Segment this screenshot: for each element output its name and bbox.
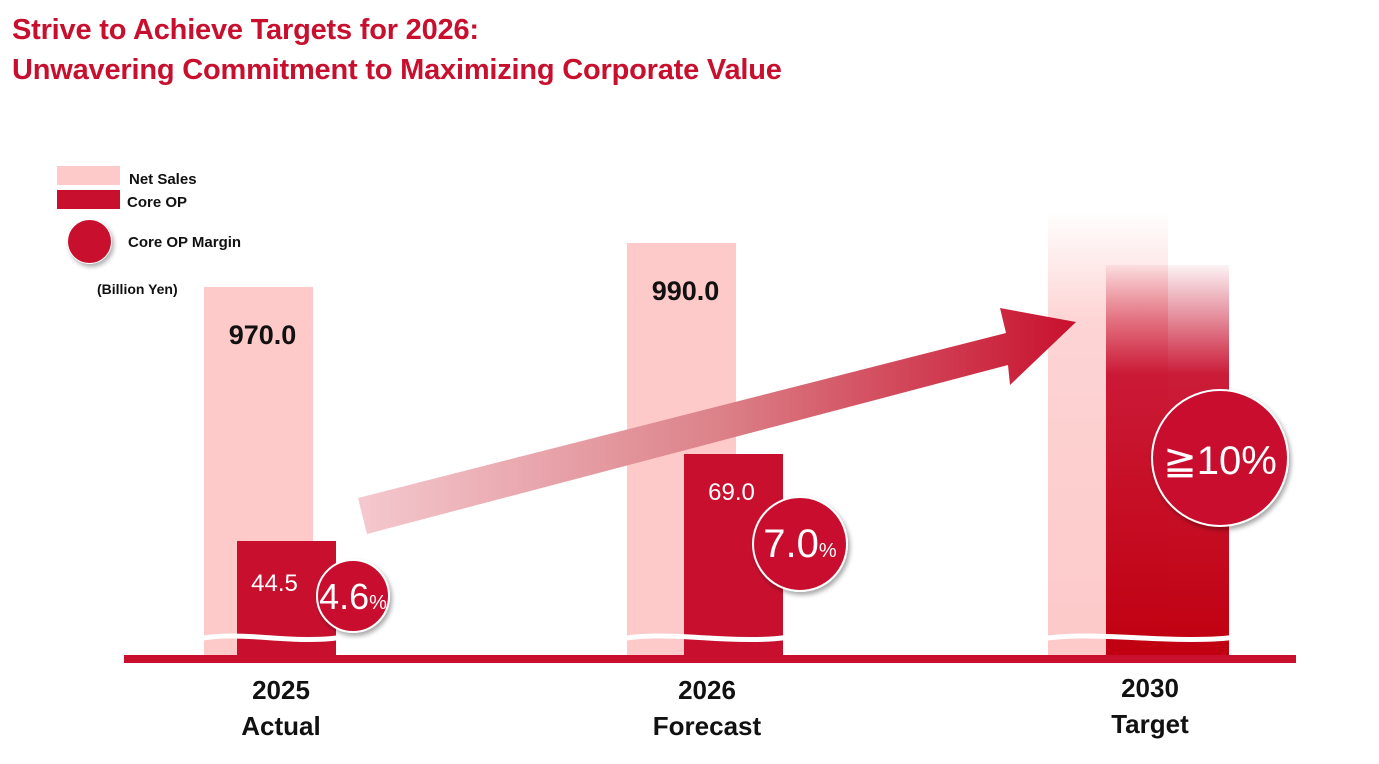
label-margin-2030: ≧10% [1163,439,1277,483]
title-line-2: Unwavering Commitment to Maximizing Corp… [12,54,782,86]
margin-circle-2030 [1151,389,1289,527]
x-tick-status: Forecast [652,711,762,741]
label-margin-2025: 4.6% [319,576,387,617]
label-core-op-2025: 44.5 [251,570,298,597]
unit-label: (Billion Yen) [97,281,178,297]
label-core-op-2026: 69.0 [708,479,755,506]
legend-swatch-net-sales [57,166,120,185]
title-line-1: Strive to Achieve Targets for 2026: [12,14,479,46]
legend-label-core-op-margin: Core OP Margin [128,234,242,251]
x-tick-year: 2026 [678,675,736,705]
x-tick-year: 2030 [1121,673,1179,703]
page-title: Strive to Achieve Targets for 2026: Unwa… [12,10,782,90]
legend-label-core-op: Core OP [127,194,188,211]
x-axis-line [124,655,1296,663]
label-net-sales-2026: 990.0 [652,276,720,306]
axis-break-2025 [200,633,340,643]
legend-label-net-sales: Net Sales [129,171,197,188]
x-tick-status: Target [1111,709,1189,739]
label-net-sales-2025: 970.0 [229,320,297,350]
margin-circle-2026 [752,496,848,592]
legend-swatch-core-op [57,190,120,209]
x-tick-status: Actual [241,711,321,741]
axis-break-2026 [623,633,787,643]
margin-circle-2025 [316,559,390,633]
x-tick-label-2025: 2025 Actual [181,672,381,744]
x-tick-label-2030: 2030 Target [1050,670,1250,742]
axis-break-2030 [1044,633,1233,643]
label-margin-2026: 7.0% [763,522,837,566]
x-tick-label-2026: 2026 Forecast [607,672,807,744]
growth-arrow [358,308,1076,534]
x-tick-year: 2025 [252,675,310,705]
legend-swatch-core-op-margin [67,219,112,264]
